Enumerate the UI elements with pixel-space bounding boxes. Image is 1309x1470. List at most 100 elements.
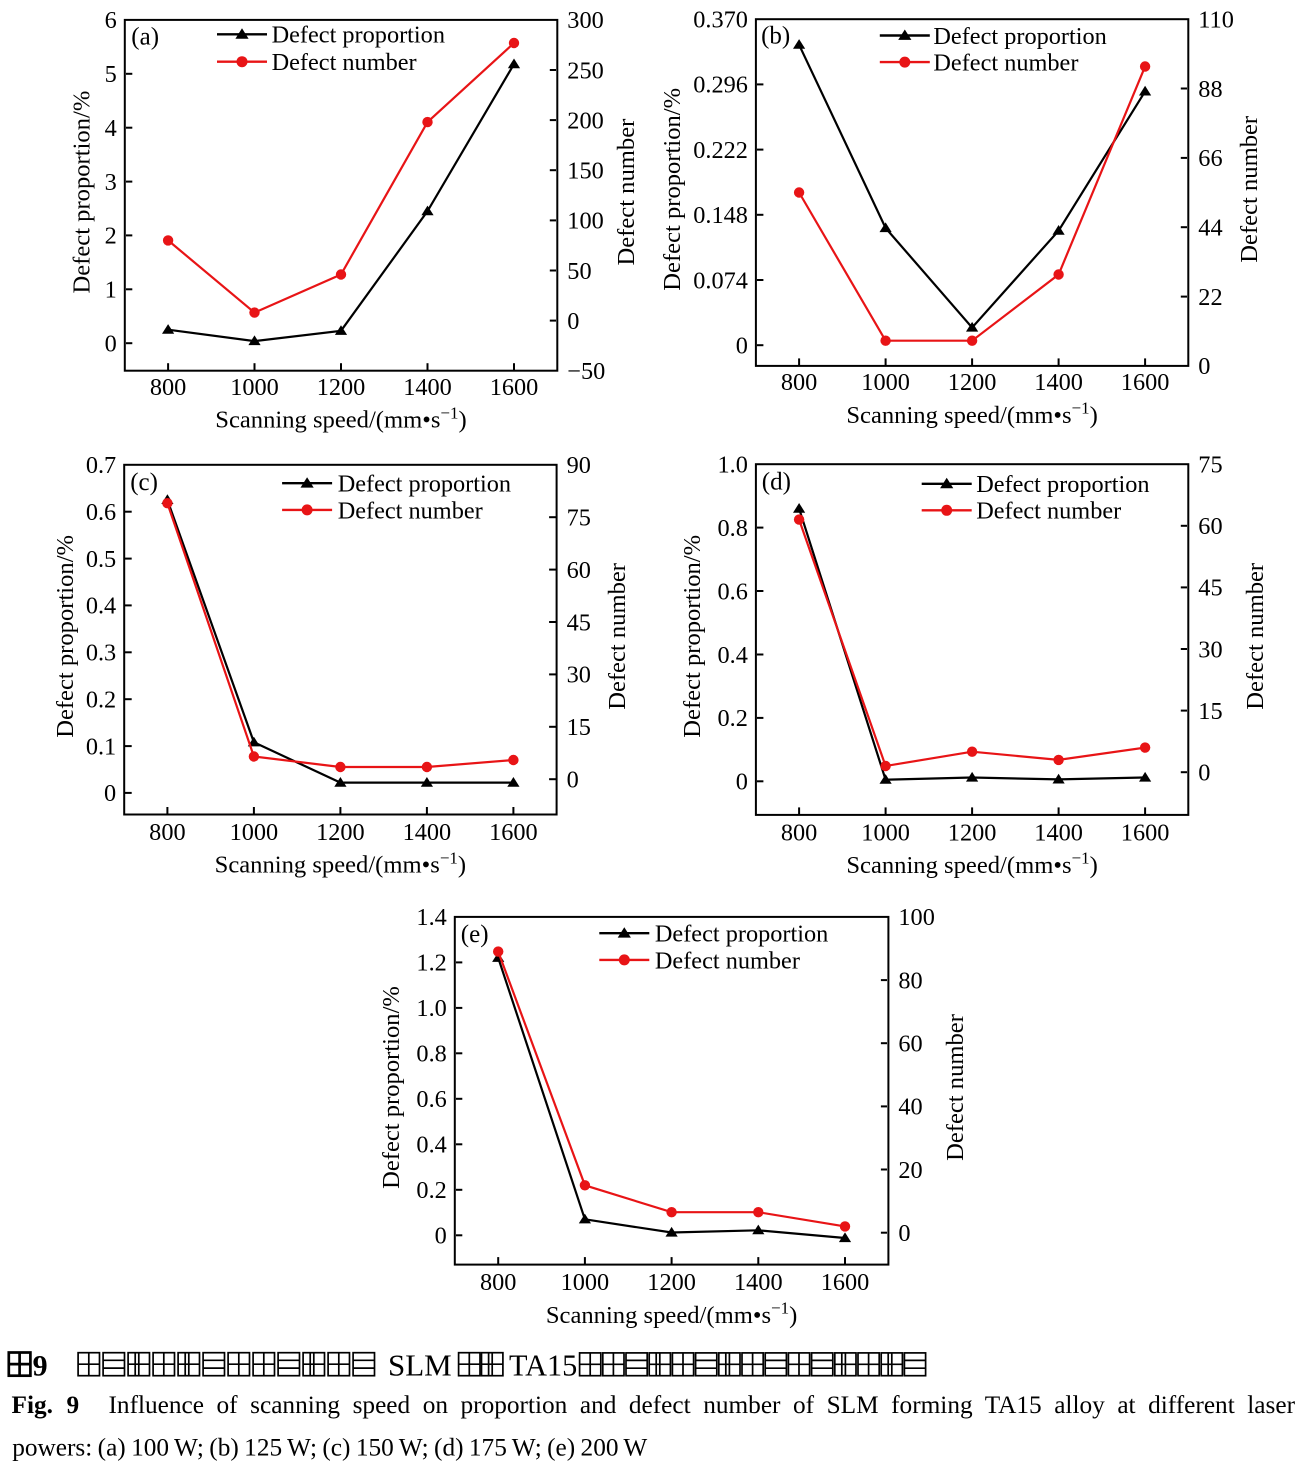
svg-text:200: 200 bbox=[567, 107, 603, 134]
svg-text:1400: 1400 bbox=[1034, 819, 1083, 846]
svg-text:800: 800 bbox=[781, 369, 817, 396]
svg-text:110: 110 bbox=[1198, 7, 1234, 34]
svg-text:0.4: 0.4 bbox=[416, 1132, 446, 1159]
svg-text:Defect proportion/%: Defect proportion/% bbox=[659, 88, 686, 291]
svg-text:(b): (b) bbox=[761, 23, 790, 50]
svg-text:−50: −50 bbox=[567, 358, 605, 385]
svg-text:0: 0 bbox=[567, 767, 579, 794]
svg-text:0.2: 0.2 bbox=[416, 1177, 446, 1204]
svg-text:Scanning speed/(mm•s−1): Scanning speed/(mm•s−1) bbox=[215, 848, 466, 878]
svg-text:0: 0 bbox=[105, 331, 117, 358]
svg-text:1600: 1600 bbox=[821, 1269, 870, 1296]
svg-text:75: 75 bbox=[1198, 452, 1222, 479]
svg-text:2: 2 bbox=[105, 223, 117, 250]
svg-text:50: 50 bbox=[567, 258, 591, 285]
svg-text:0: 0 bbox=[736, 333, 748, 360]
svg-text:800: 800 bbox=[781, 819, 817, 846]
svg-text:0.8: 0.8 bbox=[718, 515, 748, 542]
svg-text:Defect proportion: Defect proportion bbox=[655, 921, 828, 948]
svg-text:1.4: 1.4 bbox=[416, 904, 446, 931]
svg-text:1.2: 1.2 bbox=[416, 950, 446, 977]
svg-text:Defect number: Defect number bbox=[1242, 563, 1269, 710]
svg-text:1.0: 1.0 bbox=[416, 995, 446, 1022]
svg-text:0.370: 0.370 bbox=[693, 7, 748, 34]
svg-text:Defect number: Defect number bbox=[942, 1014, 969, 1161]
svg-text:1000: 1000 bbox=[561, 1269, 610, 1296]
svg-text:0.7: 0.7 bbox=[86, 452, 116, 479]
svg-text:0: 0 bbox=[736, 769, 748, 796]
svg-text:100: 100 bbox=[898, 904, 934, 931]
svg-text:Defect number: Defect number bbox=[272, 49, 417, 76]
svg-text:Defect proportion: Defect proportion bbox=[338, 471, 511, 498]
svg-text:1000: 1000 bbox=[230, 819, 279, 846]
svg-text:45: 45 bbox=[1198, 575, 1222, 602]
svg-text:SLM: SLM bbox=[388, 1347, 452, 1382]
svg-text:15: 15 bbox=[567, 714, 591, 741]
svg-text:1400: 1400 bbox=[1034, 369, 1083, 396]
svg-text:0.296: 0.296 bbox=[693, 72, 748, 99]
svg-text:9: 9 bbox=[33, 1349, 48, 1382]
svg-text:1400: 1400 bbox=[403, 374, 452, 401]
svg-text:0.1: 0.1 bbox=[86, 733, 116, 760]
svg-text:TA15: TA15 bbox=[509, 1348, 577, 1382]
svg-text:20: 20 bbox=[898, 1157, 922, 1184]
svg-text:15: 15 bbox=[1198, 698, 1222, 725]
svg-text:60: 60 bbox=[898, 1031, 922, 1058]
svg-text:(d): (d) bbox=[762, 468, 791, 495]
svg-text:Defect proportion: Defect proportion bbox=[272, 22, 445, 49]
svg-text:Defect proportion/%: Defect proportion/% bbox=[378, 986, 405, 1189]
svg-text:1000: 1000 bbox=[861, 819, 910, 846]
svg-text:Defect number: Defect number bbox=[655, 947, 800, 974]
svg-text:1200: 1200 bbox=[948, 819, 997, 846]
svg-text:100: 100 bbox=[567, 208, 603, 235]
svg-text:1: 1 bbox=[105, 277, 117, 304]
svg-text:0.2: 0.2 bbox=[86, 687, 116, 714]
svg-text:powers: (a) 100 W; (b) 125 W;: powers: (a) 100 W; (b) 125 W; (c) 150 W;… bbox=[12, 1434, 647, 1462]
svg-text:1200: 1200 bbox=[316, 819, 365, 846]
svg-text:150: 150 bbox=[567, 158, 603, 185]
svg-text:0.6: 0.6 bbox=[416, 1086, 446, 1113]
svg-text:0.6: 0.6 bbox=[718, 578, 748, 605]
svg-text:75: 75 bbox=[567, 505, 591, 532]
svg-text:250: 250 bbox=[567, 57, 603, 84]
svg-text:Defect proportion: Defect proportion bbox=[976, 471, 1149, 498]
svg-text:800: 800 bbox=[149, 819, 185, 846]
svg-text:1200: 1200 bbox=[948, 369, 997, 396]
svg-text:0.2: 0.2 bbox=[718, 705, 748, 732]
svg-text:0.5: 0.5 bbox=[86, 546, 116, 573]
svg-text:1.0: 1.0 bbox=[718, 452, 748, 479]
svg-text:40: 40 bbox=[898, 1094, 922, 1121]
svg-text:1600: 1600 bbox=[1121, 819, 1170, 846]
svg-text:Defect proportion/%: Defect proportion/% bbox=[68, 91, 95, 294]
svg-text:5: 5 bbox=[105, 61, 117, 88]
svg-text:1400: 1400 bbox=[734, 1269, 783, 1296]
svg-text:Defect number: Defect number bbox=[338, 497, 483, 524]
svg-text:(c): (c) bbox=[130, 469, 158, 496]
svg-text:0.4: 0.4 bbox=[718, 642, 748, 669]
svg-text:66: 66 bbox=[1198, 145, 1222, 172]
svg-text:0.222: 0.222 bbox=[693, 137, 748, 164]
svg-text:1000: 1000 bbox=[861, 369, 910, 396]
svg-text:0.4: 0.4 bbox=[86, 593, 116, 620]
svg-text:Defect proportion/%: Defect proportion/% bbox=[679, 535, 706, 738]
svg-text:0.6: 0.6 bbox=[86, 499, 116, 526]
svg-text:60: 60 bbox=[567, 557, 591, 584]
svg-text:6: 6 bbox=[105, 7, 117, 34]
svg-text:4: 4 bbox=[105, 115, 117, 142]
svg-text:0: 0 bbox=[1198, 760, 1210, 787]
svg-text:Defect proportion/%: Defect proportion/% bbox=[52, 535, 79, 738]
svg-text:Defect number: Defect number bbox=[613, 119, 640, 266]
svg-text:0.148: 0.148 bbox=[693, 202, 748, 229]
svg-text:60: 60 bbox=[1198, 513, 1222, 540]
svg-text:300: 300 bbox=[567, 7, 603, 34]
svg-text:30: 30 bbox=[1198, 636, 1222, 663]
svg-text:0: 0 bbox=[1198, 353, 1210, 380]
svg-text:1400: 1400 bbox=[403, 819, 452, 846]
svg-text:(a): (a) bbox=[131, 23, 159, 50]
svg-text:0: 0 bbox=[898, 1220, 910, 1247]
svg-text:(e): (e) bbox=[461, 921, 489, 948]
svg-text:800: 800 bbox=[150, 374, 186, 401]
svg-text:Scanning speed/(mm•s−1): Scanning speed/(mm•s−1) bbox=[546, 1299, 797, 1329]
svg-text:22: 22 bbox=[1198, 284, 1222, 311]
svg-text:44: 44 bbox=[1198, 215, 1222, 242]
